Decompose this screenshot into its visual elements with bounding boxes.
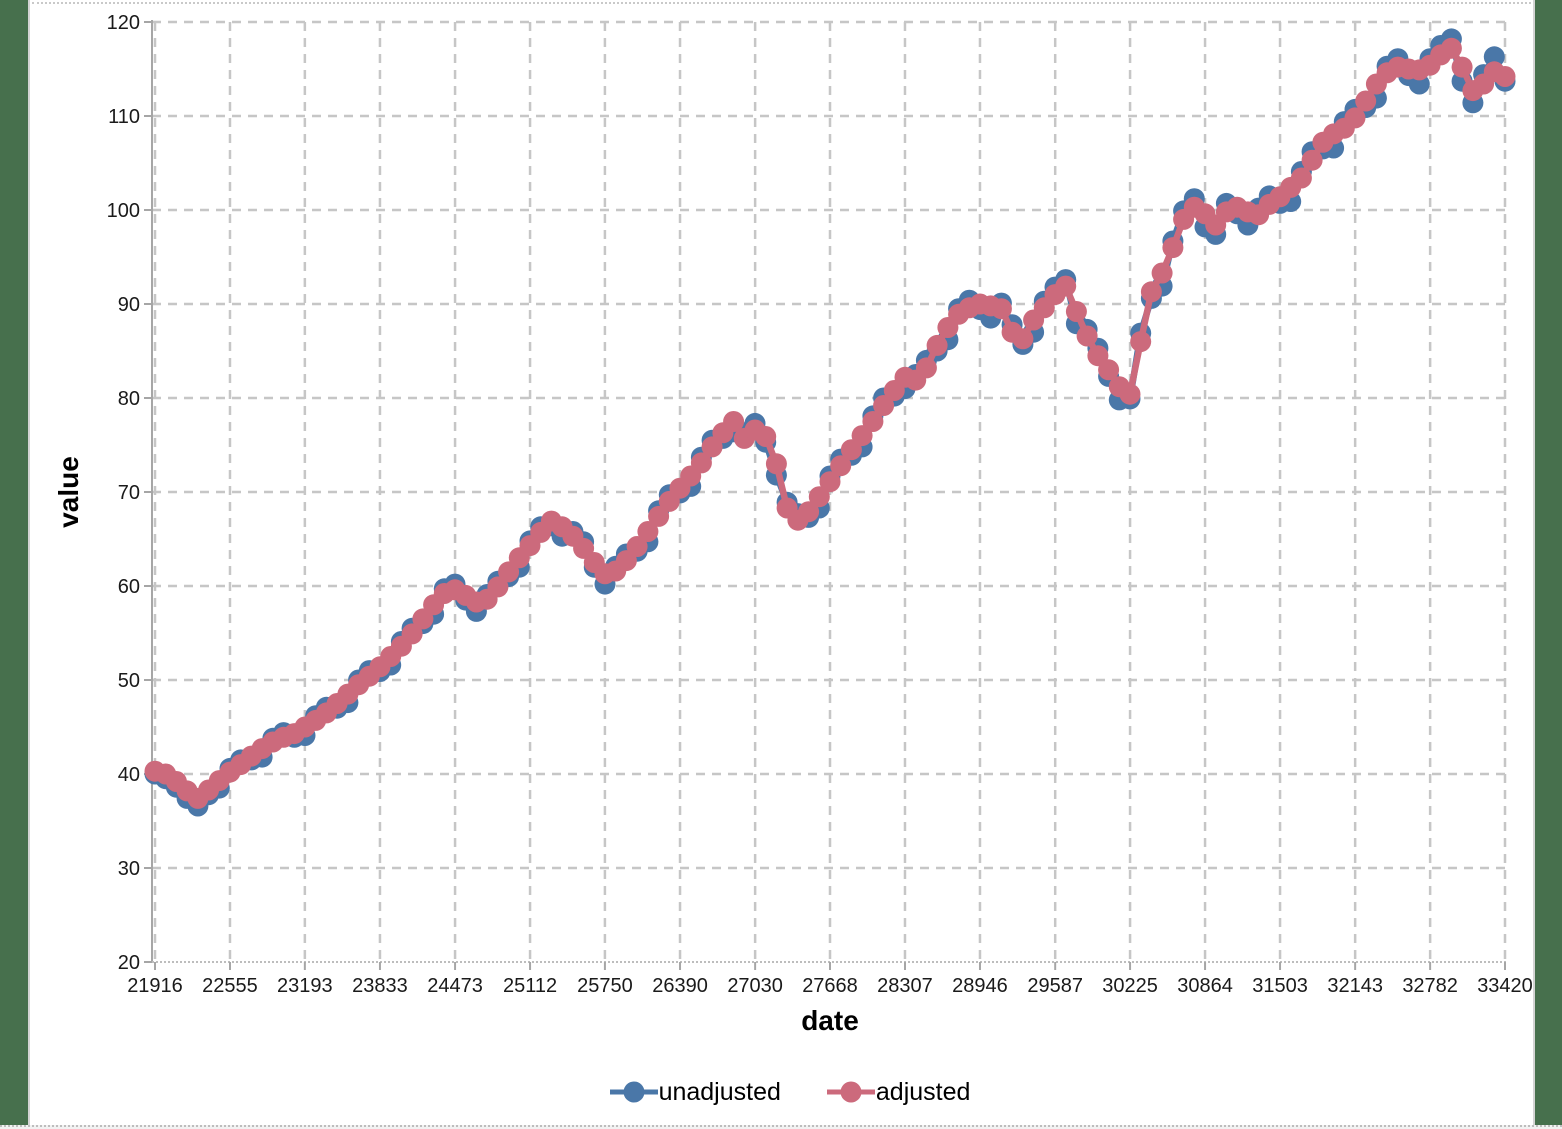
legend-label-adjusted: adjusted [875,1077,971,1106]
marker [1065,301,1087,322]
marker [830,455,852,477]
x-tick-label: 28307 [877,975,933,997]
x-tick-label: 27030 [727,975,783,997]
x-tick-label: 31503 [1252,975,1308,997]
marker [1012,328,1034,350]
marker [926,334,948,356]
axis-layer [144,20,1507,970]
marker [648,505,670,527]
legend-marker-unadjusted-icon [609,1081,658,1103]
series-layer [144,28,1516,817]
marker [798,501,820,523]
y-tick-label: 80 [118,388,140,410]
legend: unadjusted adjusted [155,1072,1425,1112]
x-tick-label: 26390 [652,975,708,997]
legend-item-adjusted: adjusted [826,1077,971,1106]
marker [873,395,895,416]
x-tick-label: 30225 [1102,975,1158,997]
x-tick-label: 25750 [577,975,633,997]
marker [755,426,777,447]
marker [690,452,712,474]
page-margin-left [0,0,30,1125]
y-tick-label: 90 [118,294,140,316]
marker [808,486,830,508]
x-tick-label: 23193 [277,975,333,997]
marker [1151,262,1173,284]
page-break-line-top [32,2,1531,4]
marker [765,453,787,475]
x-tick-label: 30864 [1177,975,1233,997]
legend-marker-adjusted-icon [826,1081,875,1103]
marker [915,357,937,379]
x-tick-label: 25112 [503,975,557,997]
marker [1098,359,1120,381]
page-break-line-bottom [0,1125,1562,1129]
marker [990,298,1012,320]
x-tick-label: 27668 [802,975,858,997]
series-adjusted [144,37,1516,809]
marker [1130,331,1152,353]
marker [819,471,841,493]
y-tick-label: 60 [118,576,140,598]
x-tick-label: 29587 [1027,975,1083,997]
y-tick-label: 120 [107,12,140,34]
marker [1440,37,1462,59]
marker [487,576,509,598]
marker [1055,275,1077,297]
legend-label-unadjusted: unadjusted [658,1077,781,1106]
x-tick-label: 22555 [202,975,258,997]
y-axis-title: value [53,456,84,528]
marker [1140,281,1162,303]
y-tick-label: 70 [118,482,140,504]
marker [626,536,648,557]
marker [637,521,659,542]
marker [1162,237,1184,259]
y-tick-label: 100 [107,200,140,222]
tick-label-layer: 20 30 40 50 60 70 80 90 100 110 120 21916 22555 23193… [107,12,1533,997]
marker [1483,46,1505,68]
y-tick-label: 110 [108,106,140,128]
marker [1290,167,1312,189]
page-margin-right [1533,0,1562,1125]
marker [1355,90,1377,112]
y-tick-label: 40 [118,764,140,786]
marker [1301,149,1323,171]
marker [723,411,745,432]
x-tick-label: 32143 [1327,975,1383,997]
y-tick-label: 20 [118,952,140,974]
x-tick-label: 33420 [1477,975,1533,997]
marker [1451,56,1473,78]
x-tick-label: 28946 [952,975,1008,997]
x-tick-label: 21916 [127,975,183,997]
marker [1494,66,1516,87]
y-tick-label: 50 [118,670,140,692]
y-tick-label: 30 [118,858,140,880]
marker [401,623,423,645]
legend-item-unadjusted: unadjusted [609,1077,781,1106]
grid-layer [152,20,1507,962]
x-axis-title: date [801,1005,859,1036]
marker [1076,325,1098,347]
marker [862,411,884,432]
x-tick-label: 24473 [427,975,483,997]
marker [1119,383,1141,405]
x-tick-label: 32782 [1402,975,1458,997]
x-tick-label: 23833 [352,975,408,997]
marker [1344,107,1366,129]
